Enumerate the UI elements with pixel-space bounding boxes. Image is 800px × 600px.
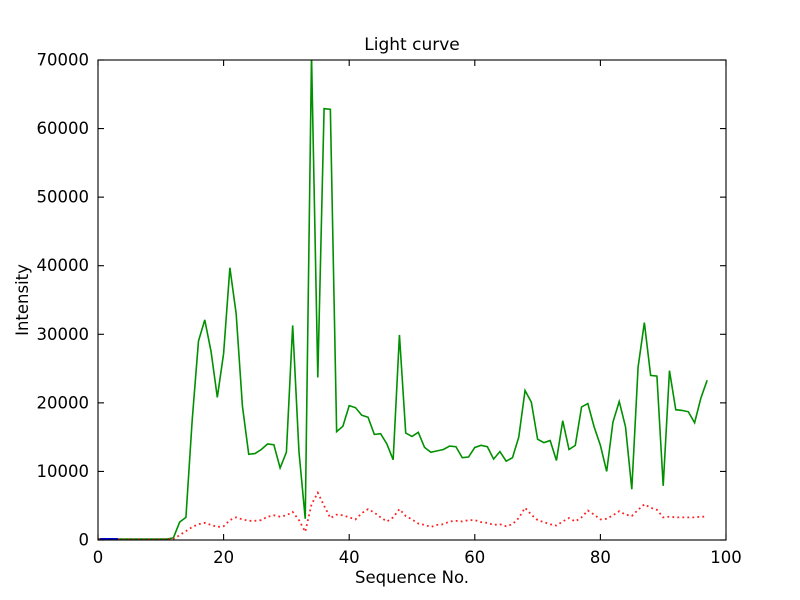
series-layer	[98, 60, 708, 540]
y-tick-label: 60000	[37, 119, 90, 138]
y-tick-label: 10000	[37, 462, 90, 481]
x-tick-label: 40	[339, 548, 360, 567]
y-tick-label: 50000	[37, 188, 90, 207]
x-axis-label: Sequence No.	[355, 568, 469, 587]
y-axis-label: Intensity	[13, 264, 32, 336]
x-tick-label: 60	[464, 548, 485, 567]
x-tick-label: 20	[213, 548, 234, 567]
plot-area-background	[98, 60, 726, 540]
series-source-intensity	[98, 60, 708, 540]
y-tick-label: 20000	[37, 393, 90, 412]
x-tick-label: 100	[710, 548, 742, 567]
y-tick-label: 40000	[37, 256, 90, 275]
x-tick-label: 0	[93, 548, 104, 567]
axis-ticks-layer: 0 10000 20000 30000 40000 50000 60000 70000 0 20 4…	[37, 51, 742, 568]
y-tick-label: 0	[79, 531, 90, 550]
plot-frame	[97, 59, 727, 541]
y-tick-label: 70000	[37, 51, 90, 70]
y-tick-label: 30000	[37, 325, 90, 344]
page-title: Light curve	[364, 35, 459, 55]
series-background-intensity	[98, 490, 708, 540]
x-tick-label: 80	[590, 548, 611, 567]
